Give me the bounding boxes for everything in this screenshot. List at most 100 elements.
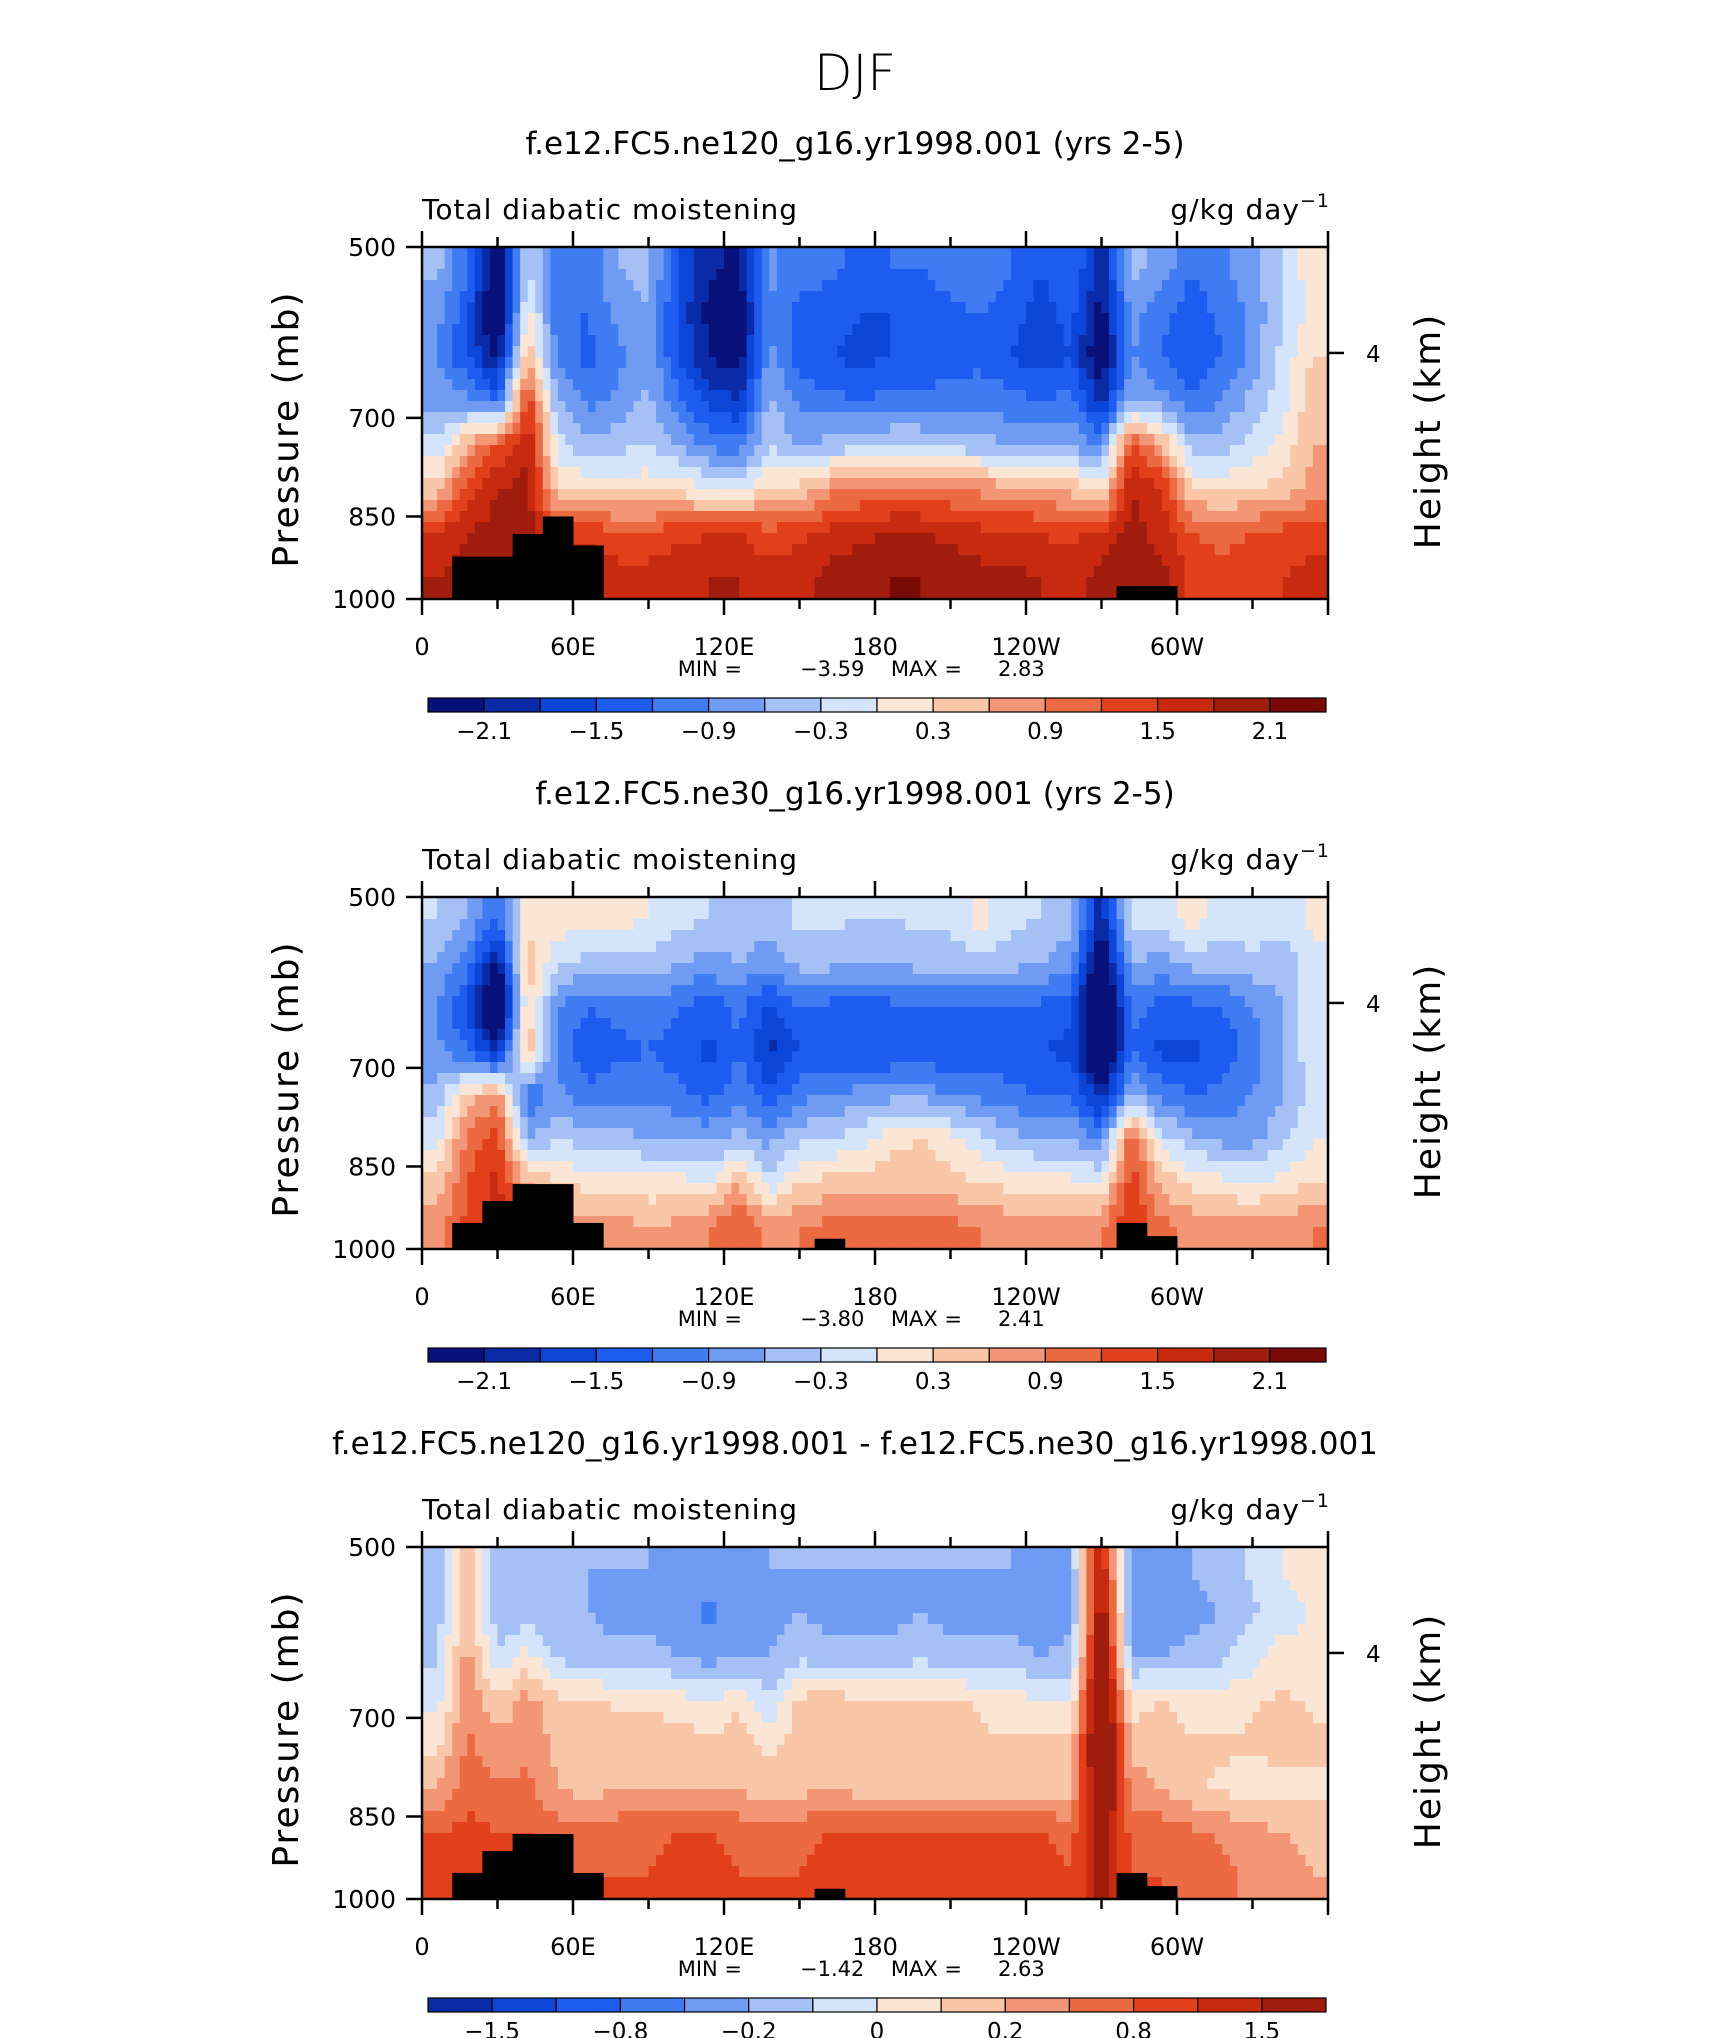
heatmap-cell — [1041, 930, 1050, 942]
heatmap-cell — [1177, 324, 1186, 336]
heatmap-cell — [459, 456, 468, 468]
heatmap-cell — [731, 511, 740, 523]
heatmap-cell — [444, 974, 453, 986]
heatmap-cell — [852, 247, 861, 259]
heatmap-cell — [814, 533, 823, 545]
heatmap-cell — [1290, 456, 1299, 468]
heatmap-cell — [1086, 511, 1095, 523]
heatmap-cell — [1146, 423, 1155, 435]
heatmap-cell — [1071, 368, 1080, 380]
heatmap-cell — [588, 985, 597, 997]
heatmap-cell — [1312, 269, 1322, 281]
heatmap-cell — [482, 963, 491, 975]
heatmap-cell — [875, 974, 884, 986]
heatmap-cell — [520, 500, 529, 512]
heatmap-cell — [1063, 401, 1072, 413]
heatmap-cell — [701, 908, 710, 920]
heatmap-cell — [467, 346, 476, 358]
heatmap-cell — [429, 489, 438, 501]
heatmap-cell — [746, 952, 755, 964]
heatmap-cell — [867, 974, 876, 986]
heatmap-cell — [935, 335, 944, 347]
heatmap-cell — [920, 500, 929, 512]
heatmap-cell — [648, 324, 657, 336]
heatmap-cell — [1063, 291, 1072, 303]
heatmap-cell — [527, 952, 536, 964]
heatmap-cell — [1010, 324, 1020, 336]
heatmap-cell — [444, 577, 453, 589]
heatmap-cell — [791, 555, 801, 567]
heatmap-cell — [746, 269, 755, 281]
heatmap-cell — [671, 456, 680, 468]
heatmap-cell — [708, 952, 718, 964]
heatmap-cell — [791, 280, 801, 292]
heatmap-cell — [920, 302, 929, 314]
heatmap-cell — [429, 919, 438, 931]
heatmap-cell — [1086, 302, 1095, 314]
heatmap-cell — [1033, 412, 1042, 424]
heatmap-cell — [995, 280, 1004, 292]
heatmap-cell — [867, 313, 876, 325]
heatmap-cell — [444, 555, 453, 567]
heatmap-cell — [807, 467, 816, 479]
heatmap-cell — [542, 346, 551, 358]
heatmap-cell — [1063, 544, 1072, 556]
heatmap-cell — [859, 456, 869, 468]
heatmap-cell — [716, 357, 725, 369]
heatmap-cell — [1109, 291, 1118, 303]
heatmap-cell — [1161, 511, 1171, 523]
heatmap-cell — [935, 908, 944, 920]
heatmap-cell — [844, 467, 853, 479]
heatmap-cell — [950, 247, 959, 259]
heatmap-cell — [678, 952, 687, 964]
heatmap-cell — [958, 941, 967, 953]
heatmap-cell — [1131, 930, 1140, 942]
heatmap-cell — [1207, 357, 1216, 369]
heatmap-cell — [897, 511, 906, 523]
heatmap-cell — [1078, 985, 1087, 997]
heatmap-cell — [701, 401, 710, 413]
heatmap-cell — [437, 324, 446, 336]
heatmap-cell — [897, 533, 906, 545]
heatmap-cell — [648, 379, 657, 391]
heatmap-cell — [791, 985, 801, 997]
heatmap-cell — [701, 974, 710, 986]
heatmap-cell — [1041, 313, 1050, 325]
heatmap-cell — [437, 379, 446, 391]
heatmap-cell — [950, 434, 959, 446]
heatmap-cell — [1010, 269, 1020, 281]
heatmap-cell — [656, 346, 665, 358]
units-text: g/kg day — [1170, 843, 1300, 876]
heatmap-cell — [829, 963, 838, 975]
heatmap-cell — [640, 963, 650, 975]
heatmap-cell — [761, 963, 770, 975]
heatmap-cell — [935, 930, 944, 942]
heatmap-cell — [610, 930, 619, 942]
heatmap-cell — [995, 985, 1004, 997]
heatmap-cell — [1229, 291, 1238, 303]
heatmap-cell — [1222, 467, 1231, 479]
heatmap-cell — [988, 941, 997, 953]
heatmap-cell — [1010, 291, 1020, 303]
heatmap-cell — [920, 258, 929, 270]
heatmap-cell — [444, 897, 453, 909]
heatmap-cell — [588, 357, 597, 369]
heatmap-cell — [663, 555, 672, 567]
heatmap-cell — [791, 445, 801, 457]
heatmap-cell — [671, 566, 680, 578]
heatmap-cell — [822, 313, 831, 325]
heatmap-cell — [678, 434, 687, 446]
heatmap-cell — [1320, 566, 1329, 578]
heatmap-cell — [1003, 357, 1012, 369]
heatmap-cell — [829, 346, 838, 358]
heatmap-cell — [776, 930, 785, 942]
heatmap-cell — [422, 908, 431, 920]
heatmap-cell — [746, 445, 755, 457]
heatmap-cell — [648, 478, 657, 490]
heatmap-cell — [1207, 401, 1216, 413]
heatmap-cell — [731, 952, 740, 964]
heatmap-cell — [648, 434, 657, 446]
heatmap-cell — [905, 544, 914, 556]
heatmap-cell — [746, 313, 755, 325]
heatmap-cell — [761, 544, 770, 556]
